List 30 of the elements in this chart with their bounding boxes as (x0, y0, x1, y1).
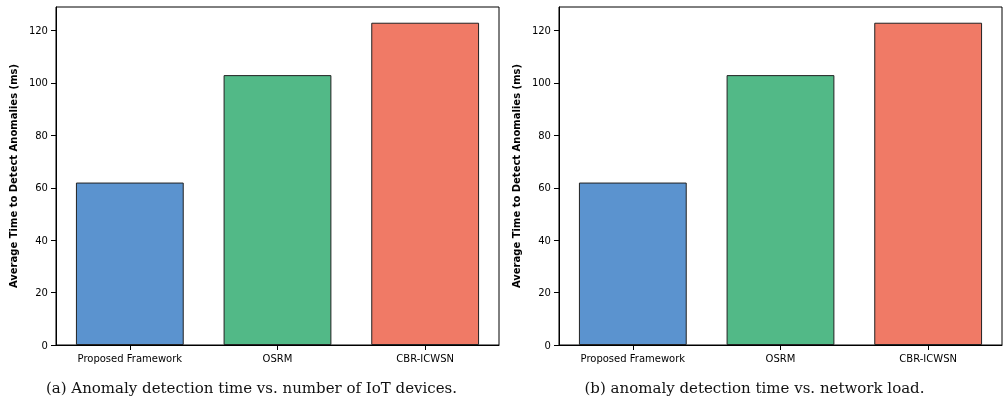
y-tick-label: 100 (531, 77, 551, 89)
x-tick-label: CBR-ICWSN (899, 352, 957, 364)
y-tick-label: 80 (35, 129, 48, 141)
y-axis-title: Average Time to Detect Anomalies (ms) (7, 63, 19, 289)
bar (223, 75, 332, 345)
y-tick-label: 20 (538, 287, 551, 299)
text: (b) anomaly detection time vs. network load. (584, 378, 925, 397)
bar (578, 182, 687, 345)
y-tick-label: 80 (538, 129, 551, 141)
y-tick-label: 20 (35, 287, 48, 299)
y-axis-title: Average Time to Detect Anomalies (ms) (510, 63, 522, 289)
y-tick-label: 0 (544, 339, 551, 351)
bar (874, 22, 983, 345)
y-tick-label: 60 (538, 182, 551, 194)
x-tick-label: Proposed Framework (580, 352, 686, 364)
y-tick-label: 60 (35, 182, 48, 194)
x-tick-label: OSRM (262, 352, 293, 364)
y-tick-label: 120 (531, 25, 551, 37)
y-tick-label: 0 (41, 339, 48, 351)
y-tick-label: 100 (28, 77, 48, 89)
x-tick-label: Proposed Framework (77, 352, 183, 364)
y-tick-label: 40 (538, 234, 551, 246)
bar (371, 22, 480, 345)
bar (726, 75, 835, 345)
y-tick-label: 120 (28, 25, 48, 37)
x-tick-label: OSRM (765, 352, 796, 364)
bar (75, 182, 184, 345)
text: (a) Anomaly detection time vs. number of IoT devices. (45, 378, 458, 397)
y-tick-label: 40 (35, 234, 48, 246)
x-tick-label: CBR-ICWSN (396, 352, 454, 364)
